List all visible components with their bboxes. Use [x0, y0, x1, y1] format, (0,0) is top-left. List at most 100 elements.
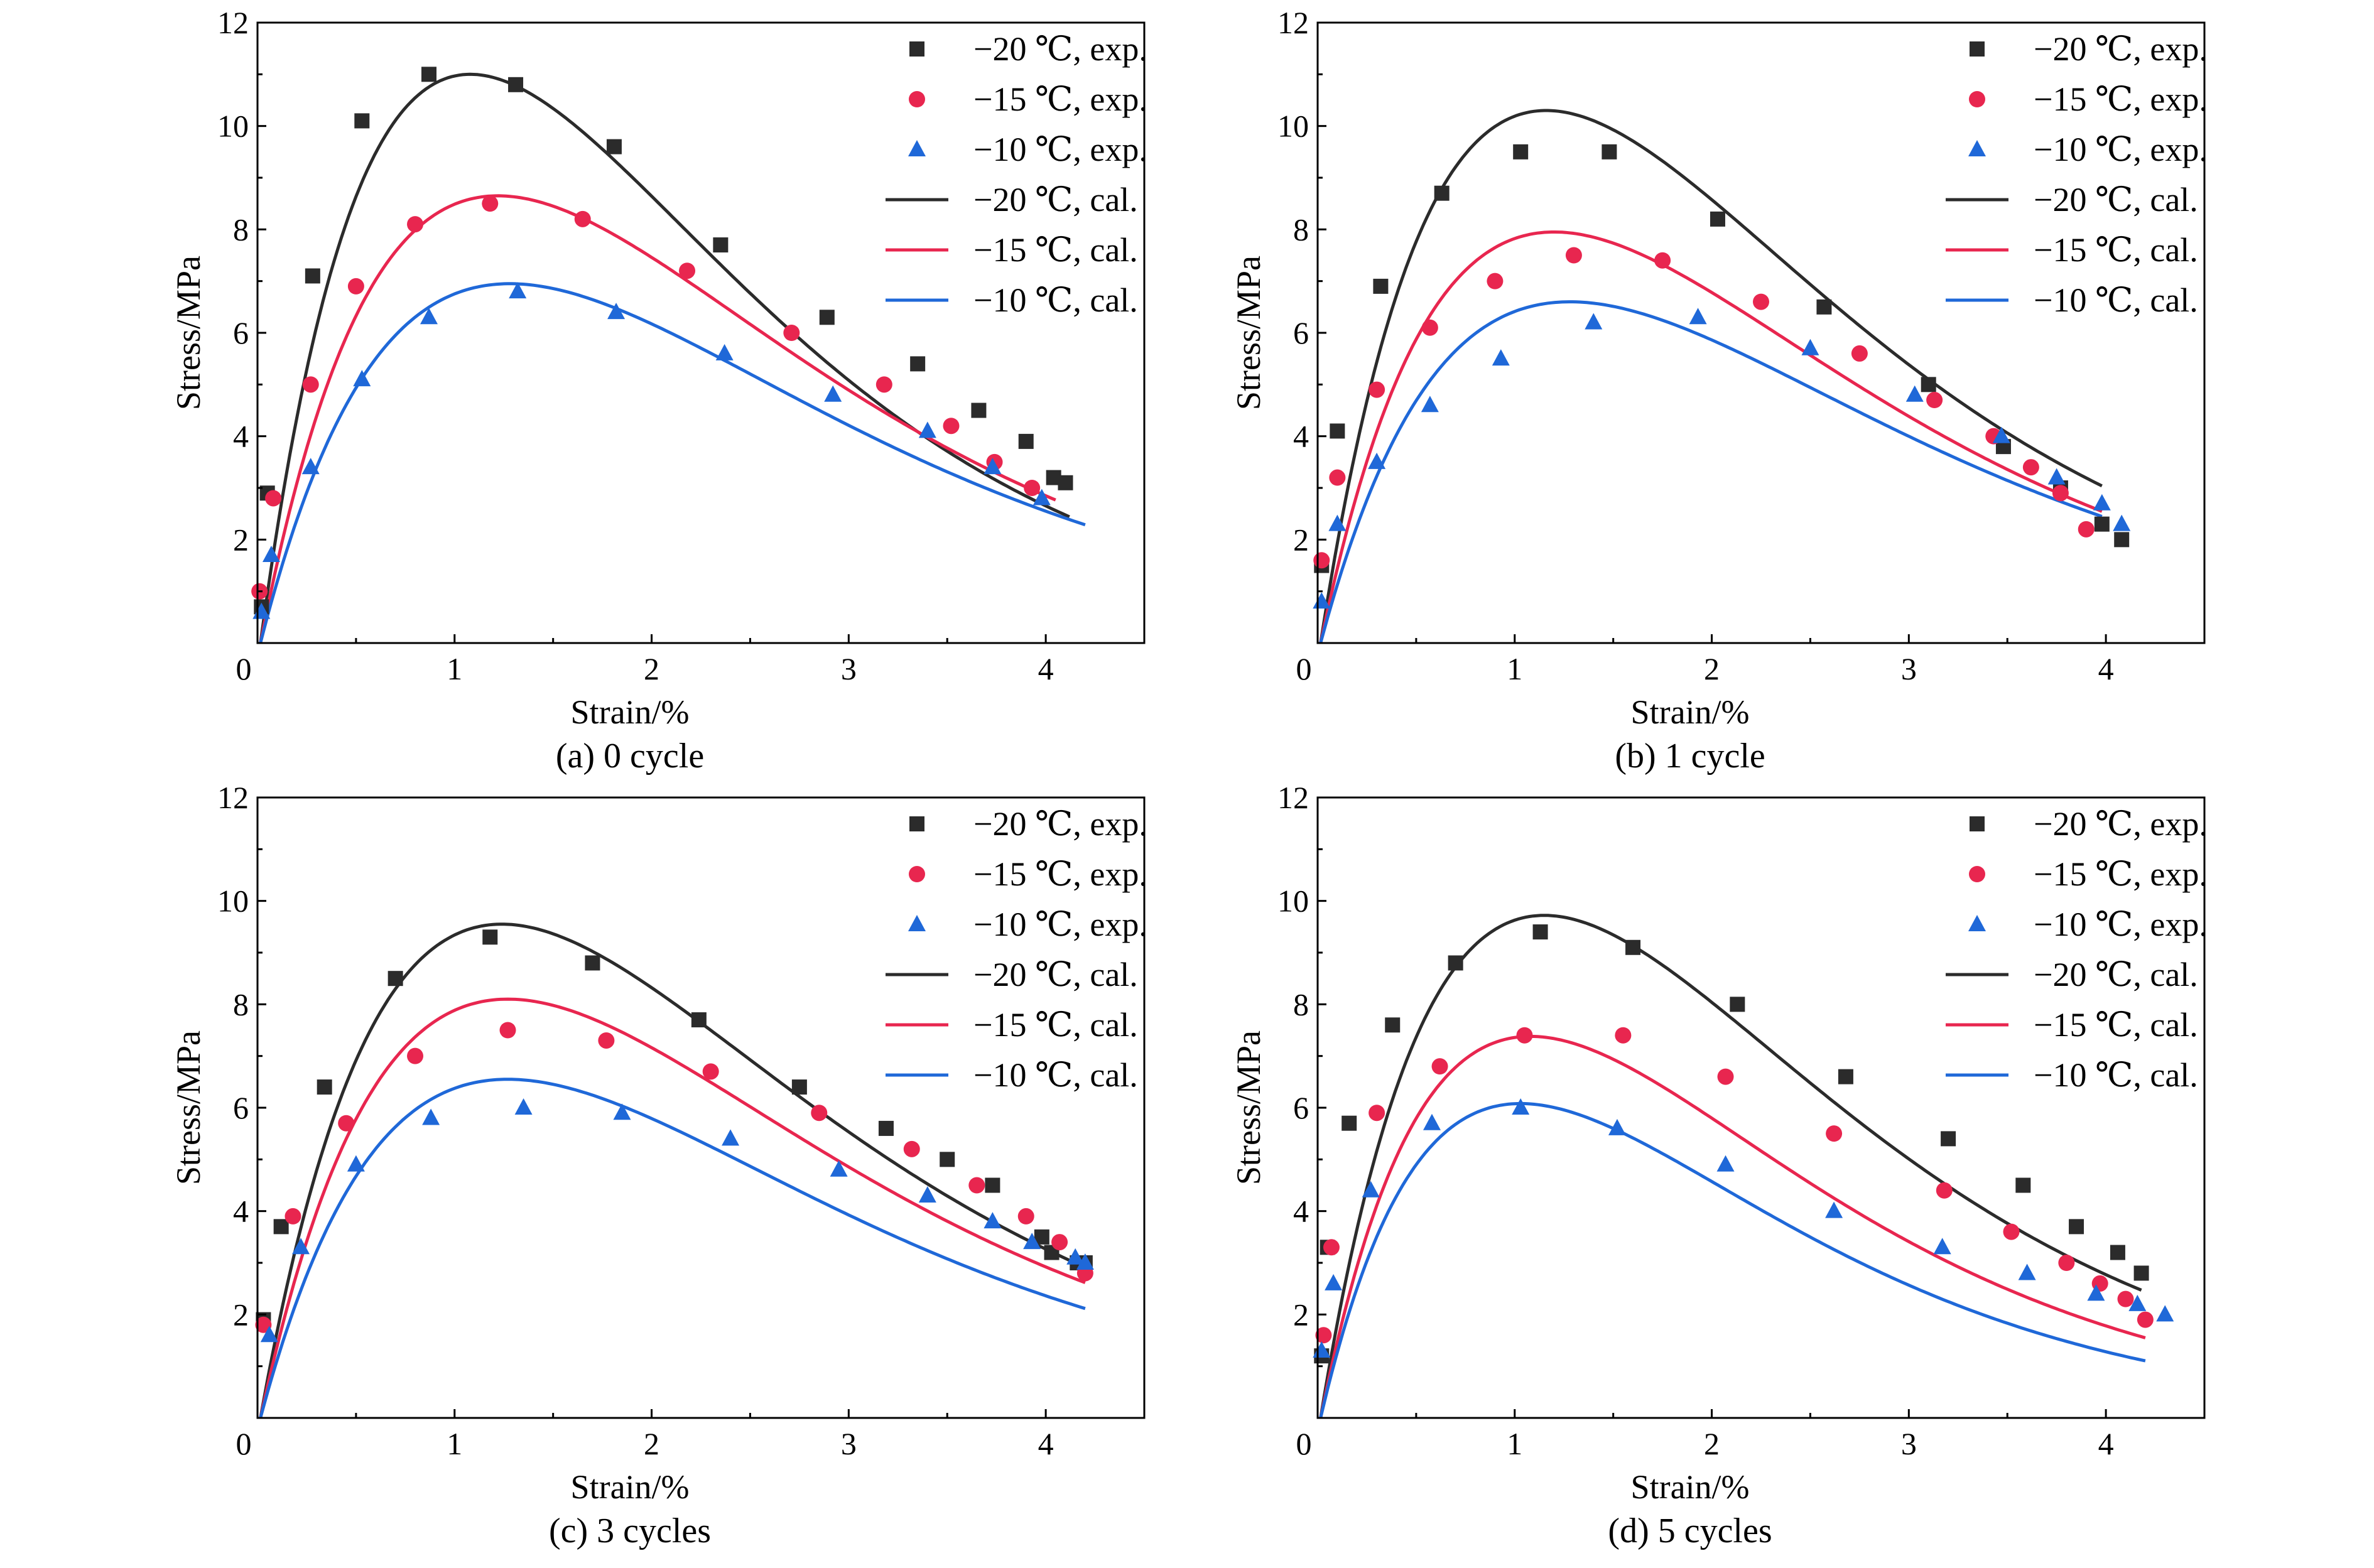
y-tick-label: 6	[233, 315, 249, 350]
legend-entry: −15 ℃, cal.	[973, 1006, 1138, 1044]
cal-curve-minus10	[259, 282, 1086, 643]
data-point	[1421, 319, 1438, 336]
x-tick-label: 3	[1901, 651, 1917, 686]
data-point	[407, 216, 424, 233]
exp-series-minus10	[252, 282, 1051, 619]
data-point	[509, 282, 527, 299]
data-point	[878, 1120, 894, 1136]
data-point	[388, 971, 403, 987]
exp-series-minus15	[1313, 247, 2095, 569]
data-point	[598, 1032, 615, 1049]
data-point	[971, 403, 987, 418]
x-tick-label: 4	[2098, 651, 2114, 686]
y-tick-label: 4	[1293, 1194, 1309, 1229]
data-point	[1933, 1238, 1951, 1255]
data-point	[302, 376, 319, 393]
exp-series-minus15	[251, 195, 1041, 600]
data-point	[2022, 459, 2039, 476]
legend-marker	[1969, 866, 1985, 882]
data-point	[1717, 1068, 1734, 1085]
data-point	[606, 139, 622, 154]
data-point	[2133, 1265, 2149, 1281]
data-point	[1017, 1208, 1034, 1225]
y-tick-label: 12	[217, 5, 249, 40]
cal-curve-minus20	[259, 922, 1086, 1418]
legend-marker	[1968, 915, 1986, 931]
data-point	[2113, 514, 2131, 531]
legend-entry: −20 ℃, cal.	[2034, 956, 2198, 993]
legend-marker	[1968, 140, 1986, 156]
data-point	[1051, 1234, 1068, 1251]
origin-tick-label: 0	[1296, 1426, 1312, 1461]
data-point	[830, 1160, 848, 1177]
data-point	[713, 237, 729, 253]
panel-caption: (b) 1 cycle	[1615, 737, 1765, 776]
data-point	[985, 1177, 1000, 1193]
data-point	[1362, 1181, 1380, 1198]
data-point	[2078, 521, 2095, 538]
data-point	[1585, 313, 1603, 330]
x-tick-label: 2	[644, 651, 659, 686]
x-tick-label: 4	[1038, 1426, 1054, 1461]
data-point	[499, 1022, 516, 1039]
cal-curve-minus15	[259, 997, 1086, 1418]
data-point	[2128, 1294, 2147, 1311]
data-point	[691, 1012, 707, 1028]
x-tick-label: 1	[1507, 1426, 1522, 1461]
data-point	[2047, 468, 2066, 485]
data-point	[514, 1098, 533, 1115]
data-point	[2137, 1311, 2154, 1328]
data-point	[1801, 338, 1819, 355]
data-point	[984, 1212, 1002, 1229]
legend-entry: −15 ℃, exp.	[2034, 80, 2208, 118]
legend-entry: −20 ℃, exp.	[2034, 30, 2208, 68]
data-point	[1385, 1017, 1401, 1033]
data-point	[354, 113, 370, 129]
legend-entry: −10 ℃, cal.	[2034, 1056, 2198, 1094]
legend-entry: −20 ℃, cal.	[973, 956, 1138, 993]
data-point	[875, 376, 892, 393]
data-point	[715, 343, 734, 360]
data-point	[910, 356, 926, 372]
data-point	[421, 67, 436, 82]
y-axis-label: Stress/MPa	[170, 256, 207, 410]
data-point	[292, 1238, 310, 1255]
data-point	[1421, 396, 1439, 413]
data-point	[1602, 144, 1617, 160]
x-tick-label: 1	[447, 651, 462, 686]
data-point	[1368, 452, 1386, 469]
cal-curve-minus10	[1319, 1101, 2146, 1418]
legend-entry: −15 ℃, cal.	[2034, 1006, 2198, 1044]
data-point	[1825, 1201, 1843, 1218]
exp-series-minus15	[255, 1022, 1093, 1333]
data-point	[2117, 1290, 2134, 1307]
cal-curve-minus15	[259, 194, 1056, 643]
data-point	[1330, 423, 1345, 439]
data-point	[1423, 1113, 1441, 1130]
data-point	[1323, 1239, 1340, 1256]
data-point	[1565, 247, 1582, 264]
y-tick-label: 8	[1293, 212, 1309, 247]
data-point	[1033, 489, 1051, 506]
origin-tick-label: 0	[236, 651, 252, 686]
data-point	[338, 1115, 355, 1132]
legend-entry: −10 ℃, exp.	[973, 906, 1147, 943]
data-point	[353, 370, 371, 387]
data-point	[1023, 1233, 1041, 1250]
data-point	[1313, 552, 1330, 569]
data-point	[1516, 1027, 1533, 1044]
calculated-curves	[1319, 914, 2146, 1418]
x-tick-label: 2	[1704, 1426, 1720, 1461]
data-point	[1024, 480, 1041, 496]
data-point	[918, 421, 936, 438]
data-point	[2052, 485, 2069, 502]
x-axis-label: Strain/%	[571, 1468, 690, 1506]
data-point	[903, 1140, 920, 1157]
x-axis-label: Strain/%	[1631, 1468, 1750, 1506]
legend-entry: −15 ℃, exp.	[2034, 855, 2208, 893]
data-point	[2003, 1223, 2020, 1240]
data-point	[317, 1079, 332, 1095]
legend-entry: −15 ℃, exp.	[973, 80, 1147, 118]
